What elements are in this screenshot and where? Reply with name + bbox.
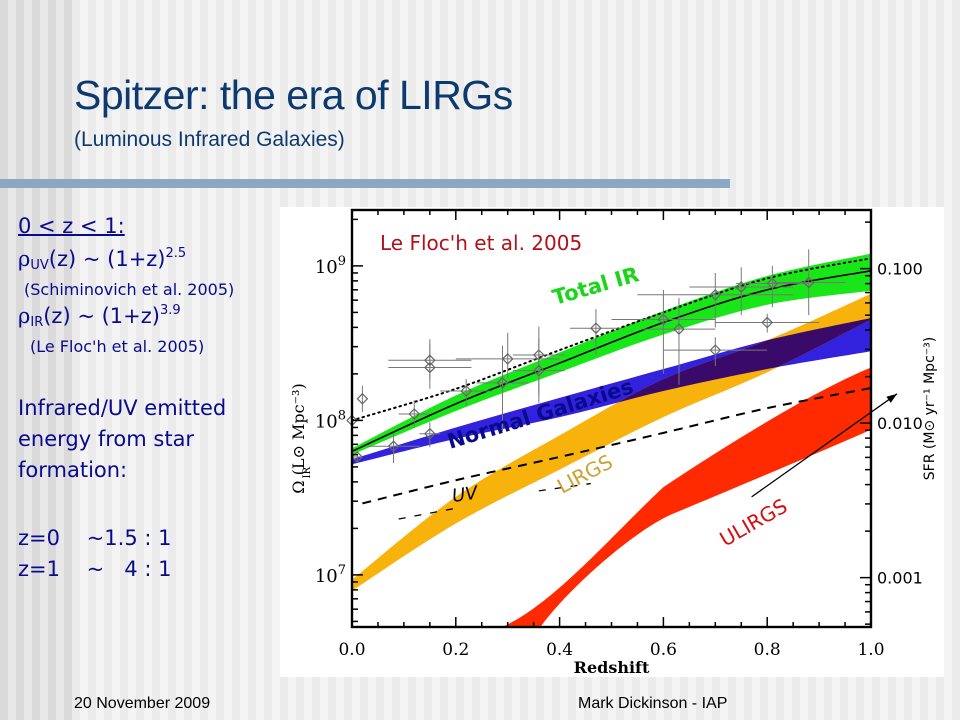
- diamond-marker: [673, 323, 685, 335]
- ratio-heading-line-1: Infrared/UV emitted: [18, 396, 227, 420]
- rho-symbol: ρ: [18, 247, 31, 271]
- data-point: [455, 332, 560, 378]
- rho-symbol: ρ: [18, 304, 31, 328]
- line-uv: [362, 387, 871, 505]
- diamond-marker: [408, 408, 421, 420]
- title-divider: [0, 179, 730, 188]
- data-point: [642, 297, 716, 385]
- ratio-z0: z=0 ~1.5 : 1: [18, 526, 172, 550]
- data-point: [715, 313, 820, 333]
- ir-reference: (Le Floc'h et al. 2005): [30, 337, 205, 356]
- uv-exponent: 2.5: [165, 246, 187, 261]
- ratio-heading: Infrared/UV emitted energy from star for…: [18, 393, 226, 486]
- x-tick-label: 0.2: [442, 640, 469, 660]
- diamond-marker: [766, 277, 779, 290]
- diamond-marker: [532, 364, 545, 377]
- diamond-marker: [761, 316, 774, 329]
- diamond-marker: [657, 313, 670, 326]
- band-ulirgs: [501, 367, 871, 627]
- data-point: [772, 249, 846, 316]
- uv-subscript: UV: [30, 258, 49, 273]
- footer-author: Mark Dickinson - IAP: [578, 695, 728, 712]
- data-point: [398, 400, 430, 428]
- arrow-head-icon: [886, 393, 897, 403]
- data-point: [440, 379, 493, 406]
- background-left-strip: [0, 0, 72, 720]
- x-tick-label: 0.8: [754, 640, 781, 660]
- data-point: [367, 432, 420, 463]
- chart-svg: 0.0 0.2 0.4 0.6 0.8 1.0 Redshift 107 108 109 Ω (L⊙…: [289, 208, 938, 677]
- data-point: [736, 265, 809, 308]
- data-point: [388, 339, 472, 380]
- data-point: [476, 345, 529, 432]
- y-right-tick-label: 0.010: [877, 414, 923, 433]
- diamond-marker: [460, 385, 473, 397]
- data-point: [637, 272, 794, 328]
- y-right-tick-label: 0.100: [877, 260, 923, 279]
- data-point: [419, 422, 441, 448]
- uv-reference: (Schiminovich et al. 2005): [24, 280, 235, 299]
- diamond-marker: [496, 376, 509, 389]
- ir-density-formula: ρIR(z) ~ (1+z)3.9: [18, 303, 181, 330]
- data-point: [663, 337, 768, 366]
- uv-expression: (z) ~ (1+z): [48, 247, 166, 271]
- x-tick-label: 0.0: [338, 640, 365, 660]
- y-axis-label: Ω (L⊙ Mpc⁻³): [289, 383, 308, 493]
- y-right-tick-label: 0.001: [877, 569, 923, 588]
- ratio-values: z=0 ~1.5 : 1 z=1 ~ 4 : 1: [18, 523, 171, 585]
- label-uv: UV: [451, 482, 481, 507]
- sfr-arrow: [751, 393, 898, 498]
- uv-lower-dashes: [398, 507, 456, 520]
- slide-title: Spitzer: the era of LIRGs: [74, 72, 513, 118]
- y-right-axis-label: SFR (M⊙ yr⁻¹ Mpc⁻³): [922, 337, 938, 480]
- data-point: [356, 385, 369, 413]
- x-axis-label: Redshift: [574, 658, 650, 677]
- diamond-marker: [590, 322, 602, 335]
- axes-layer: 0.0 0.2 0.4 0.6 0.8 1.0 Redshift 107 108 109 Ω (L⊙…: [289, 208, 938, 677]
- x-tick-label: 1.0: [857, 640, 884, 660]
- data-point: [611, 289, 716, 374]
- diamond-marker: [387, 440, 400, 453]
- y-axis-label-subscript: IR: [302, 467, 313, 479]
- y-tick-label: 109: [315, 254, 346, 278]
- diamond-marker: [501, 353, 514, 365]
- diamond-marker: [424, 427, 436, 440]
- y-tick-label: 107: [315, 563, 346, 587]
- source-annotation: Le Floc'h et al. 2005: [380, 231, 582, 255]
- ir-expression: (z) ~ (1+z): [43, 304, 160, 328]
- diamond-marker: [356, 392, 369, 405]
- data-point: [569, 309, 622, 355]
- x-tick-label: 0.6: [650, 640, 677, 660]
- diamond-marker: [802, 276, 815, 289]
- footer-date: 20 November 2009: [74, 695, 211, 712]
- line-dotted-fit: [352, 257, 871, 422]
- x-tick-label: 0.4: [546, 640, 573, 660]
- chart-panel: 0.0 0.2 0.4 0.6 0.8 1.0 Redshift 107 108 109 Ω (L⊙…: [280, 207, 944, 677]
- redshift-range: 0 < z < 1:: [18, 214, 125, 238]
- ir-exponent: 3.9: [159, 303, 181, 318]
- diamond-marker: [709, 344, 722, 356]
- y-tick-label: 108: [315, 408, 346, 432]
- uv-density-formula: ρUV(z) ~ (1+z)2.5: [18, 246, 186, 273]
- ratio-heading-line-3: formation:: [18, 458, 128, 482]
- data-point: [689, 267, 794, 316]
- diamond-marker: [709, 288, 722, 301]
- ir-subscript: IR: [30, 315, 44, 330]
- ratio-z1: z=1 ~ 4 : 1: [18, 557, 172, 581]
- ratio-heading-line-2: energy from star: [18, 427, 195, 451]
- label-ulirgs: ULIRGS: [716, 494, 792, 552]
- diamond-marker: [424, 354, 436, 367]
- data-point: [512, 338, 565, 403]
- slide-subtitle: (Luminous Infrared Galaxies): [74, 128, 345, 151]
- label-total-ir: Total IR: [550, 262, 642, 310]
- diamond-marker: [735, 281, 748, 293]
